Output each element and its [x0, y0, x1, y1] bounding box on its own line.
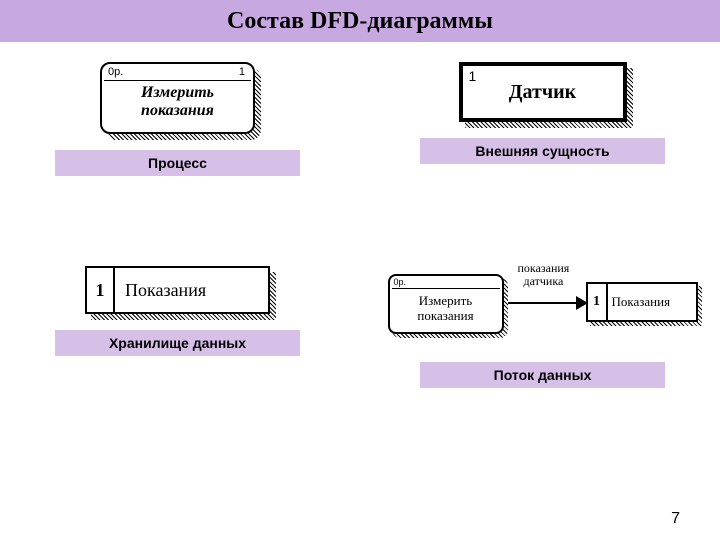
page-number: 7 [671, 510, 680, 528]
caption-datastore: Хранилище данных [55, 330, 300, 356]
cell-process: 0р. 1 Измерить показания Процесс [0, 62, 355, 176]
cell-flow: 0р. Измерить показания показания датчика… [365, 266, 720, 388]
cell-entity: 1 Датчик Внешняя сущность [365, 62, 720, 176]
process-corner-label: 0р. [108, 66, 123, 78]
flow-arrow-label: показания датчика [518, 262, 570, 288]
process-text: Измерить показания [141, 84, 214, 121]
page-title: Состав DFD-диаграммы [227, 8, 493, 35]
flow-shape: 0р. Измерить показания показания датчика… [388, 266, 698, 346]
process-shape: 0р. 1 Измерить показания [100, 62, 255, 134]
flow-process-text: Измерить показания [390, 294, 502, 324]
caption-flow: Поток данных [420, 362, 665, 388]
datastore-number: 1 [87, 268, 115, 312]
caption-entity: Внешняя сущность [420, 138, 665, 164]
flow-arrow-line [508, 302, 582, 304]
flow-store-text: Показания [608, 294, 696, 310]
diagram-grid: 0р. 1 Измерить показания Процесс 1 Датчи… [0, 62, 720, 388]
flow-process-corner: 0р. [394, 277, 407, 287]
entity-shape: 1 Датчик [459, 62, 627, 122]
title-bar: Состав DFD-диаграммы [0, 0, 720, 42]
caption-process: Процесс [55, 150, 300, 176]
process-number: 1 [239, 66, 245, 78]
datastore-shape: 1 Показания [85, 266, 270, 314]
datastore-text: Показания [115, 280, 268, 301]
flow-store-number: 1 [588, 284, 608, 320]
flow-process: 0р. Измерить показания [388, 274, 504, 334]
cell-datastore: 1 Показания Хранилище данных [0, 266, 355, 388]
entity-text: Датчик [509, 81, 576, 104]
entity-number: 1 [469, 68, 477, 84]
flow-datastore: 1 Показания [586, 282, 698, 322]
